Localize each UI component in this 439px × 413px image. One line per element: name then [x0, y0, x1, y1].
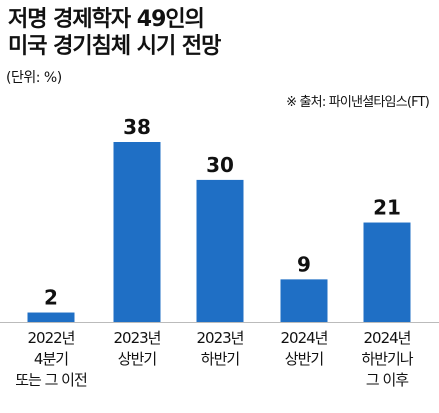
source-note: ※ 출처: 파이낸셜타임스(FT) [286, 95, 430, 110]
category-label-4-line-2: 그 이후 [365, 371, 409, 389]
chart-title-line-1: 저명 경제학자 49인의 [8, 7, 205, 32]
unit-label: (단위: %) [6, 70, 62, 86]
chart-title-line-2: 미국 경기침체 시기 전망 [8, 34, 221, 59]
data-label-3: 9 [297, 252, 311, 276]
bar-3 [280, 279, 328, 322]
bar-0 [27, 312, 75, 322]
data-label-2: 30 [206, 153, 234, 177]
category-label-0-line-2: 또는 그 이전 [15, 371, 88, 389]
category-label-4-line-1: 하반기나 [361, 350, 413, 368]
category-label-0-line-1: 4분기 [33, 350, 69, 368]
category-label-4-line-0: 2024년 [363, 329, 412, 347]
category-label-2-line-0: 2023년 [196, 329, 245, 347]
category-label-0-line-0: 2022년 [27, 329, 76, 347]
category-label-3-line-0: 2024년 [280, 329, 329, 347]
data-label-0: 2 [44, 286, 58, 310]
category-label-3-line-1: 상반기 [284, 350, 324, 368]
bar-2 [196, 179, 244, 322]
category-label-2-line-1: 하반기 [200, 350, 240, 368]
data-label-4: 21 [373, 196, 401, 220]
chart-title: 저명 경제학자 49인의 미국 경기침체 시기 전망 [8, 6, 428, 60]
bar-4 [363, 222, 411, 322]
category-label-1-line-0: 2023년 [113, 329, 162, 347]
bar-1 [113, 142, 161, 322]
data-label-1: 38 [123, 115, 151, 139]
category-label-1-line-1: 상반기 [117, 350, 157, 368]
